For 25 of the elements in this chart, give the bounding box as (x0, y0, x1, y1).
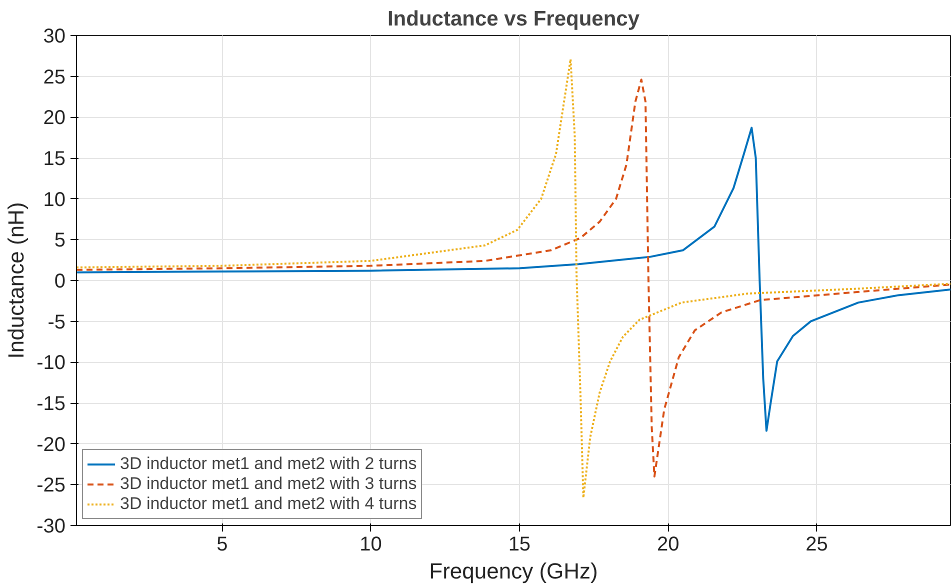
y-tick-label: -20 (36, 434, 66, 456)
legend-label: 3D inductor met1 and met2 with 3 turns (120, 474, 417, 494)
y-axis-title: Inductance (nH) (4, 202, 29, 359)
y-tick-label: -25 (36, 474, 66, 497)
legend-label: 3D inductor met1 and met2 with 2 turns (120, 454, 417, 474)
x-tick-label: 10 (360, 534, 382, 556)
x-tick-label: 20 (656, 534, 680, 556)
y-tick-label: 20 (43, 107, 66, 130)
y-tick-label: -5 (48, 311, 66, 334)
x-axis-title: Frequency (GHz) (429, 558, 598, 584)
y-tick-label: -10 (36, 352, 66, 374)
y-tick-label: 30 (43, 26, 66, 48)
x-tick-label: 15 (508, 534, 531, 556)
line-series (76, 126, 950, 432)
x-tick-label: 5 (216, 534, 228, 556)
chart-title: Inductance vs Frequency (387, 8, 640, 30)
y-tick-label: 10 (43, 188, 66, 211)
y-tick-label: 25 (43, 66, 66, 88)
legend-label: 3D inductor met1 and met2 with 4 turns (120, 494, 417, 514)
y-tick-label: 5 (54, 230, 66, 252)
y-tick-label: -30 (36, 516, 66, 538)
y-tick-label: 0 (54, 270, 66, 292)
y-tick-label: -15 (36, 393, 66, 415)
x-tick-label: 25 (806, 534, 828, 556)
y-tick-label: 15 (43, 148, 66, 170)
